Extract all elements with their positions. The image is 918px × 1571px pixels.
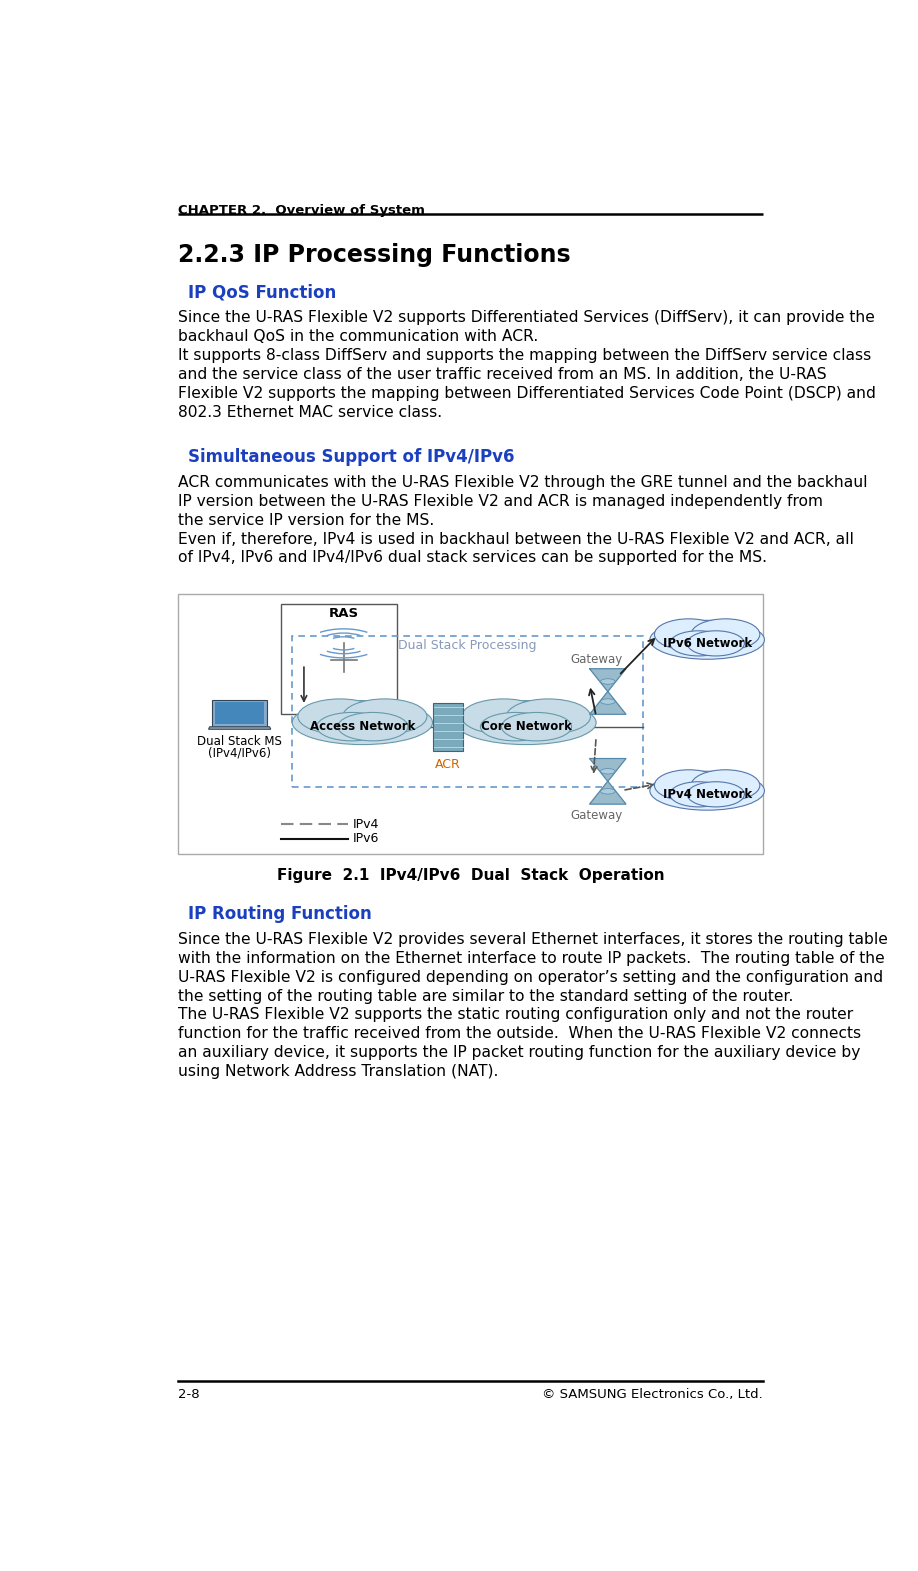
Ellipse shape xyxy=(600,699,615,704)
Ellipse shape xyxy=(650,621,765,660)
Ellipse shape xyxy=(480,712,551,742)
Text: backhaul QoS in the communication with ACR.: backhaul QoS in the communication with A… xyxy=(178,328,539,344)
Ellipse shape xyxy=(670,632,727,657)
Ellipse shape xyxy=(456,701,596,745)
Text: with the information on the Ethernet interface to route IP packets.  The routing: with the information on the Ethernet int… xyxy=(178,950,885,966)
Text: It supports 8-class DiffServ and supports the mapping between the DiffServ servi: It supports 8-class DiffServ and support… xyxy=(178,347,871,363)
Ellipse shape xyxy=(507,699,590,734)
Ellipse shape xyxy=(462,699,545,734)
Ellipse shape xyxy=(655,619,723,650)
Text: Flexible V2 supports the mapping between Differentiated Services Code Point (DSC: Flexible V2 supports the mapping between… xyxy=(178,385,876,401)
Text: IP QoS Function: IP QoS Function xyxy=(187,283,336,302)
Text: Core Network: Core Network xyxy=(480,720,571,734)
Text: and the service class of the user traffic received from an MS. In addition, the : and the service class of the user traffi… xyxy=(178,366,827,382)
Text: an auxiliary device, it supports the IP packet routing function for the auxiliar: an auxiliary device, it supports the IP … xyxy=(178,1045,861,1060)
Text: Dual Stack Processing: Dual Stack Processing xyxy=(398,639,537,652)
Ellipse shape xyxy=(342,699,427,734)
Ellipse shape xyxy=(655,770,723,801)
Text: 2.2.3 IP Processing Functions: 2.2.3 IP Processing Functions xyxy=(178,244,571,267)
Polygon shape xyxy=(212,699,267,727)
Text: ACR communicates with the U-RAS Flexible V2 through the GRE tunnel and the backh: ACR communicates with the U-RAS Flexible… xyxy=(178,474,868,490)
Text: Gateway: Gateway xyxy=(571,652,623,666)
Ellipse shape xyxy=(297,699,382,734)
Bar xyxy=(433,702,464,751)
Text: RAS: RAS xyxy=(329,606,359,621)
Polygon shape xyxy=(208,727,271,729)
Ellipse shape xyxy=(338,712,408,742)
Polygon shape xyxy=(589,669,626,715)
Ellipse shape xyxy=(501,712,572,742)
Bar xyxy=(178,594,763,855)
Text: using Network Address Translation (NAT).: using Network Address Translation (NAT). xyxy=(178,1064,498,1079)
Text: Even if, therefore, IPv4 is used in backhaul between the U-RAS Flexible V2 and A: Even if, therefore, IPv4 is used in back… xyxy=(178,531,854,547)
Text: of IPv4, IPv6 and IPv4/IPv6 dual stack services can be supported for the MS.: of IPv4, IPv6 and IPv4/IPv6 dual stack s… xyxy=(178,550,767,566)
Ellipse shape xyxy=(691,770,760,801)
Ellipse shape xyxy=(650,771,765,811)
Text: Gateway: Gateway xyxy=(571,809,623,823)
Bar xyxy=(281,605,397,713)
Ellipse shape xyxy=(687,782,744,807)
Text: Since the U-RAS Flexible V2 supports Differentiated Services (DiffServ), it can : Since the U-RAS Flexible V2 supports Dif… xyxy=(178,309,875,325)
Ellipse shape xyxy=(600,679,615,685)
Text: the service IP version for the MS.: the service IP version for the MS. xyxy=(178,512,434,528)
Polygon shape xyxy=(215,702,264,724)
Ellipse shape xyxy=(687,632,744,657)
Text: IP Routing Function: IP Routing Function xyxy=(187,905,372,924)
Text: IPv6: IPv6 xyxy=(353,833,379,845)
Text: 2-8: 2-8 xyxy=(178,1389,200,1401)
Polygon shape xyxy=(589,759,626,804)
Ellipse shape xyxy=(600,768,615,775)
Ellipse shape xyxy=(292,701,432,745)
Text: Figure  2.1  IPv4/IPv6  Dual  Stack  Operation: Figure 2.1 IPv4/IPv6 Dual Stack Operatio… xyxy=(276,869,665,883)
Text: IPv6 Network: IPv6 Network xyxy=(663,636,752,650)
Text: IPv4 Network: IPv4 Network xyxy=(663,787,752,801)
Text: (IPv4/IPv6): (IPv4/IPv6) xyxy=(208,746,271,760)
Text: function for the traffic received from the outside.  When the U-RAS Flexible V2 : function for the traffic received from t… xyxy=(178,1026,861,1042)
Text: ACR: ACR xyxy=(435,757,461,771)
Text: the setting of the routing table are similar to the standard setting of the rout: the setting of the routing table are sim… xyxy=(178,988,794,1004)
Text: IP version between the U-RAS Flexible V2 and ACR is managed independently from: IP version between the U-RAS Flexible V2… xyxy=(178,493,823,509)
Bar xyxy=(292,636,643,787)
Text: 802.3 Ethernet MAC service class.: 802.3 Ethernet MAC service class. xyxy=(178,404,442,419)
Ellipse shape xyxy=(670,782,727,807)
Text: Since the U-RAS Flexible V2 provides several Ethernet interfaces, it stores the : Since the U-RAS Flexible V2 provides sev… xyxy=(178,932,889,947)
Text: Simultaneous Support of IPv4/IPv6: Simultaneous Support of IPv4/IPv6 xyxy=(187,448,514,467)
Text: CHAPTER 2.  Overview of System: CHAPTER 2. Overview of System xyxy=(178,204,425,217)
Ellipse shape xyxy=(691,619,760,650)
Text: U-RAS Flexible V2 is configured depending on operator’s setting and the configur: U-RAS Flexible V2 is configured dependin… xyxy=(178,969,883,985)
Ellipse shape xyxy=(317,712,386,742)
Text: Access Network: Access Network xyxy=(309,720,415,734)
Ellipse shape xyxy=(600,789,615,793)
Text: Dual Stack MS: Dual Stack MS xyxy=(197,735,282,748)
Text: © SAMSUNG Electronics Co., Ltd.: © SAMSUNG Electronics Co., Ltd. xyxy=(542,1389,763,1401)
Text: IPv4: IPv4 xyxy=(353,818,379,831)
Text: The U-RAS Flexible V2 supports the static routing configuration only and not the: The U-RAS Flexible V2 supports the stati… xyxy=(178,1007,854,1023)
